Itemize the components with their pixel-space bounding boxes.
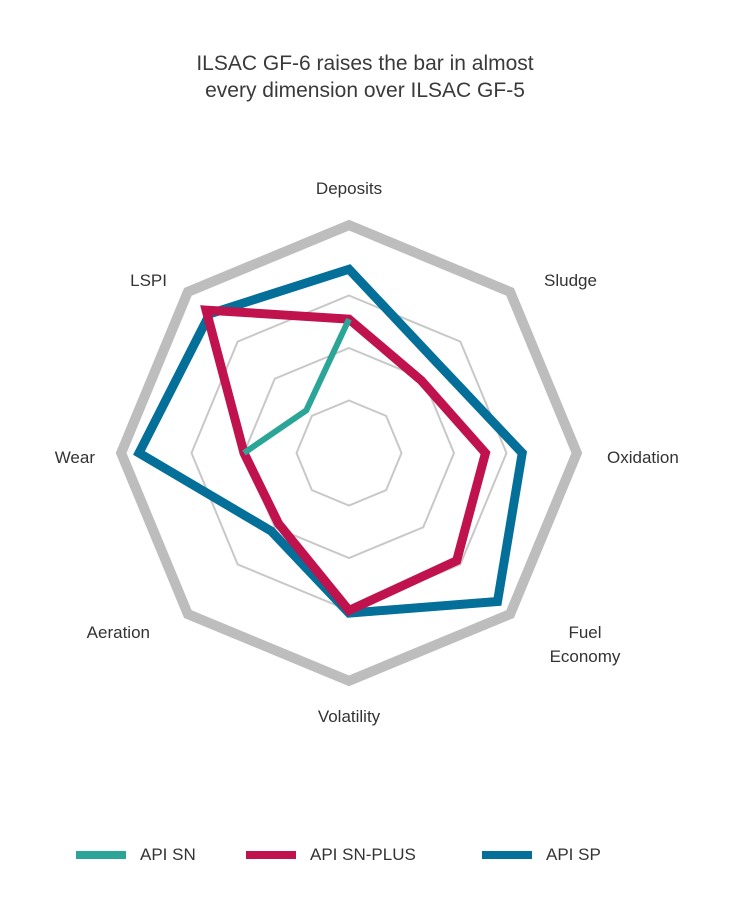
- axis-label-wear-line-1: Wear: [55, 448, 96, 467]
- legend: API SN API SN-PLUS API SP: [0, 840, 730, 870]
- axis-label-sludge: Sludge: [544, 271, 597, 290]
- chart-title-line-2: every dimension over ILSAC GF-5: [205, 79, 525, 102]
- axis-label-volatility-line-1: Volatility: [318, 707, 381, 726]
- chart-title: ILSAC GF-6 raises the bar in almost ever…: [0, 50, 730, 104]
- axis-label-oxidation-line-1: Oxidation: [607, 448, 679, 467]
- legend-label-api-sn: API SN: [140, 845, 196, 864]
- grid-ring-1: [295, 399, 403, 507]
- series-line-api-sn-plus: [200, 305, 491, 617]
- legend-label-api-sp: API SP: [546, 845, 601, 864]
- grid-ring-2: [242, 346, 456, 560]
- axis-label-wear: Wear: [55, 448, 96, 467]
- legend-swatch-api-sn: [76, 851, 126, 859]
- legend-label-api-sn-plus: API SN-PLUS: [310, 845, 416, 864]
- axis-label-lspi: LSPI: [130, 271, 167, 290]
- axis-label-deposits: Deposits: [316, 179, 382, 198]
- axis-label-aeration-line-1: Aeration: [87, 623, 150, 642]
- legend-item-api-sn-plus: API SN-PLUS: [246, 840, 416, 870]
- axis-label-deposits-line-1: Deposits: [316, 179, 382, 198]
- axis-label-lspi-line-1: LSPI: [130, 271, 167, 290]
- axis-label-fuel-economy-line-1: Fuel: [568, 623, 601, 642]
- axis-label-volatility: Volatility: [318, 707, 381, 726]
- axis-label-aeration: Aeration: [87, 623, 150, 642]
- axis-label-fuel-economy-line-2: Economy: [550, 647, 621, 666]
- axis-label-oxidation: Oxidation: [607, 448, 679, 467]
- axis-label-sludge-line-1: Sludge: [544, 271, 597, 290]
- legend-swatch-api-sn-plus: [246, 851, 296, 859]
- legend-item-api-sn: API SN: [76, 840, 196, 870]
- series-line-api-sn-part-2: [242, 317, 352, 456]
- legend-item-api-sp: API SP: [482, 840, 601, 870]
- legend-swatch-api-sp: [482, 851, 532, 859]
- axis-label-fuel-economy: Fuel Economy: [550, 623, 621, 666]
- chart-title-line-1: ILSAC GF-6 raises the bar in almost: [196, 52, 534, 75]
- outer-ring: [115, 219, 583, 687]
